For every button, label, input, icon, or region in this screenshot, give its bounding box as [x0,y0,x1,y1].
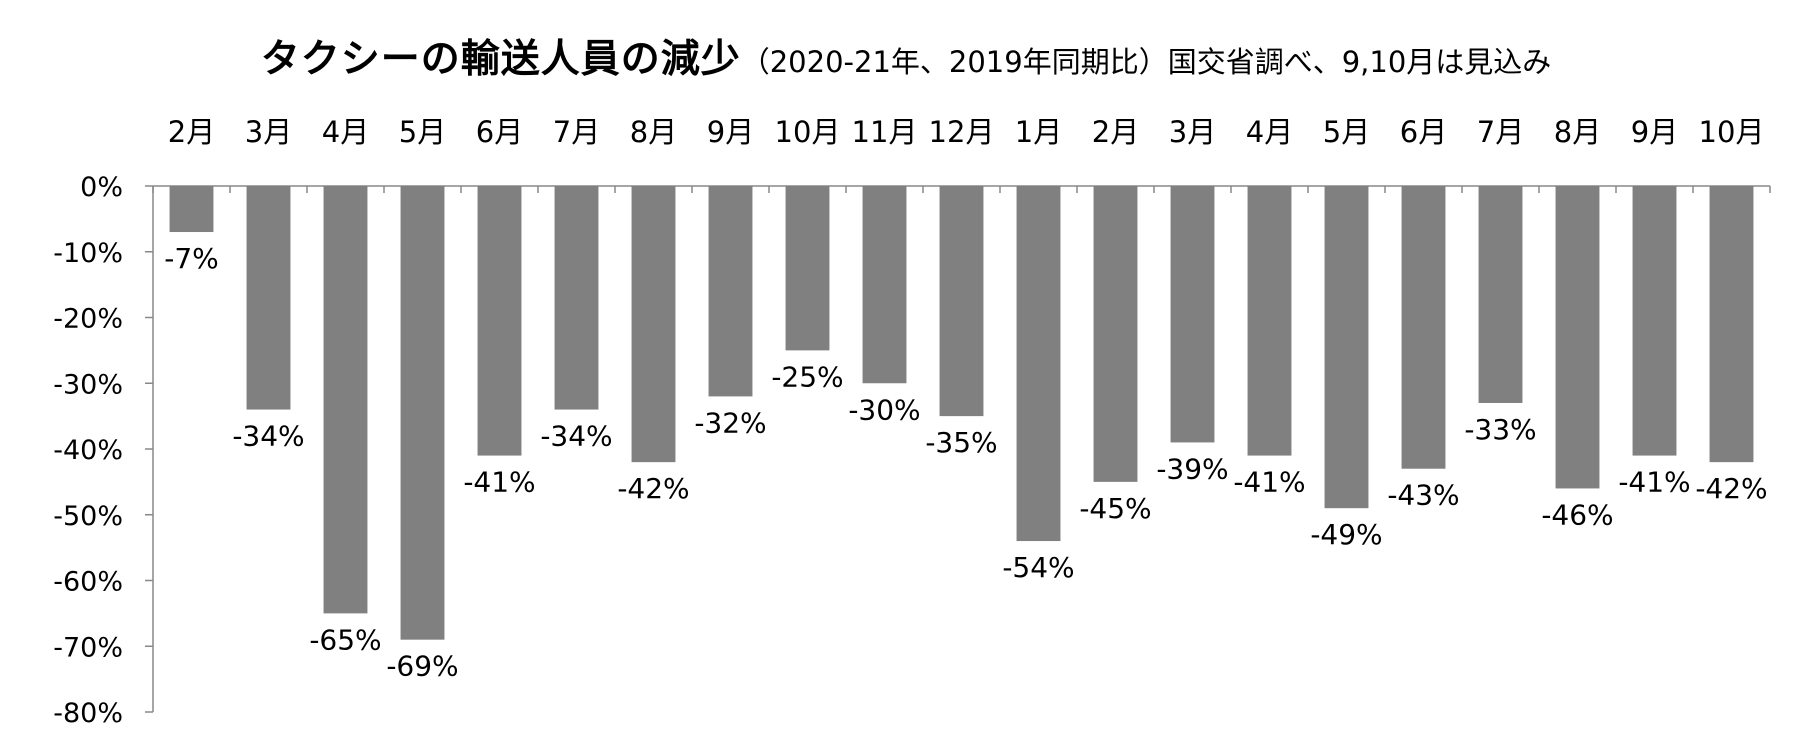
bar [785,186,830,351]
data-label: -33% [1464,413,1536,446]
data-label: -25% [771,360,843,393]
bar [1632,186,1677,456]
data-label: -69% [386,650,458,683]
x-tick-label: 9月 [707,115,754,149]
x-tick-label: 6月 [476,115,523,149]
x-tick-label: 6月 [1400,115,1447,149]
x-tick-label: 8月 [1554,115,1601,149]
bar [1324,186,1369,509]
x-tick-label: 9月 [1631,115,1678,149]
bar [169,186,214,233]
bar [631,186,676,463]
data-label: -7% [164,242,219,275]
bar [477,186,522,456]
x-axis: 2月 3月 4月 5月 6月 7月 8月 9月 10月 11月 12月 1月 2月 3月 4月 5月 6月 7月 8… [152,115,1771,193]
bar [1555,186,1600,489]
x-tick-label: 7月 [553,115,600,149]
bar [400,186,445,640]
y-axis: 0% -10% -20% -30% -40% -50% -60% -70% -80% [53,172,154,729]
y-tick-label: 0% [80,172,123,203]
data-label: -41% [1233,466,1305,499]
x-tick-label: 12月 [929,115,995,149]
data-label: -34% [540,420,612,453]
chart-title: タクシーの輸送人員の減少 [260,37,741,82]
data-label: -46% [1541,498,1613,531]
x-tick-label: 3月 [245,115,292,149]
y-tick-label: -20% [53,304,123,335]
y-tick-label: -70% [53,632,123,663]
bar [1247,186,1292,456]
bar [939,186,984,417]
x-tick-label: 5月 [399,115,446,149]
x-tick-label: 8月 [630,115,677,149]
data-label: -65% [309,623,381,656]
x-tick-label: 2月 [1092,115,1139,149]
bar [554,186,599,410]
bar [1093,186,1138,482]
bar [246,186,291,410]
y-tick-label: -10% [53,238,123,269]
x-tick-label: 7月 [1477,115,1524,149]
bar [1709,186,1754,463]
x-tick-label: 11月 [852,115,918,149]
data-label: -32% [694,406,766,439]
data-labels: -7%-34%-65%-69%-41%-34%-42%-32%-25%-30%-… [164,242,1767,683]
bar [1401,186,1446,469]
data-label: -35% [925,426,997,459]
x-tick-label: 3月 [1169,115,1216,149]
x-tick-label: 10月 [775,115,841,149]
x-tick-label: 2月 [168,115,215,149]
chart-title-block: タクシーの輸送人員の減少（2020-21年、2019年同期比）国交省調べ、9,1… [0,28,1812,84]
data-label: -34% [232,420,304,453]
data-label: -41% [463,466,535,499]
data-label: -45% [1079,492,1151,525]
bar [862,186,907,384]
data-label: -39% [1156,452,1228,485]
bars [169,186,1754,640]
data-label: -49% [1310,518,1382,551]
x-tick-label: 4月 [322,115,369,149]
y-tick-label: -60% [53,567,123,598]
data-label: -54% [1002,551,1074,584]
y-tick-label: -80% [53,698,123,729]
data-label: -41% [1618,466,1690,499]
x-tick-label: 10月 [1699,115,1765,149]
y-tick-label: -50% [53,501,123,532]
bar [1170,186,1215,443]
data-label: -42% [617,472,689,505]
x-tick-label: 4月 [1246,115,1293,149]
bar [1478,186,1523,403]
data-label: -42% [1695,472,1767,505]
data-label: -30% [848,393,920,426]
x-tick-label: 1月 [1015,115,1062,149]
chart-subtitle: （2020-21年、2019年同期比）国交省調べ、9,10月は見込み [740,45,1552,79]
x-tick-label: 5月 [1323,115,1370,149]
y-tick-label: -30% [53,369,123,400]
y-tick-label: -40% [53,435,123,466]
data-label: -43% [1387,479,1459,512]
bar [708,186,753,397]
bar [323,186,368,614]
bar [1016,186,1061,542]
